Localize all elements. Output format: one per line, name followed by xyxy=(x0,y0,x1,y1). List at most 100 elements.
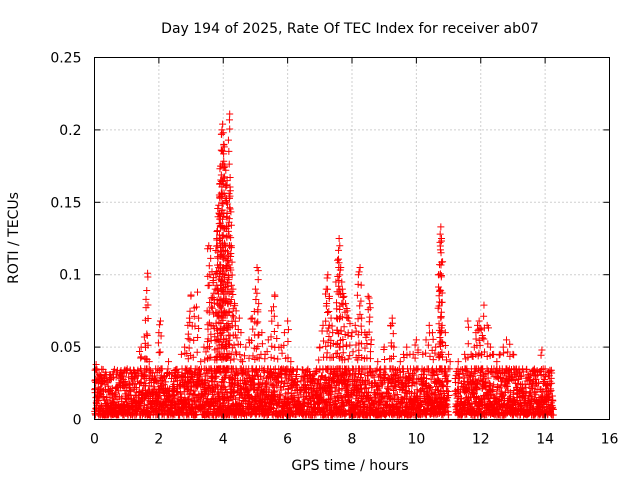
roti-point xyxy=(111,392,119,400)
roti-point xyxy=(309,375,317,383)
roti-point xyxy=(357,281,365,289)
roti-point xyxy=(184,330,192,338)
roti-point xyxy=(336,271,344,279)
roti-point xyxy=(92,365,100,373)
roti-point xyxy=(186,336,194,344)
x-tick-labels: 0 2 4 6 8 10 12 14 16 xyxy=(90,432,618,448)
roti-point xyxy=(277,392,285,400)
roti-point xyxy=(363,339,371,347)
roti-point xyxy=(195,314,203,322)
roti-point xyxy=(103,393,111,401)
roti-point xyxy=(278,349,286,357)
roti-point xyxy=(361,344,369,352)
roti-point xyxy=(187,386,195,394)
roti-point xyxy=(267,353,275,361)
roti-point xyxy=(354,315,362,323)
roti-point xyxy=(357,322,365,330)
roti-point xyxy=(480,301,488,309)
roti-point xyxy=(156,321,164,329)
roti-point xyxy=(475,317,483,325)
roti-point xyxy=(147,368,155,376)
roti-point xyxy=(366,313,374,321)
roti-point xyxy=(144,273,152,281)
roti-point xyxy=(437,314,445,322)
y-tick-label: 0.15 xyxy=(50,195,81,211)
roti-point xyxy=(108,397,116,405)
roti-point xyxy=(519,365,527,373)
roti-point xyxy=(274,355,282,363)
roti-point xyxy=(257,372,265,380)
roti-point xyxy=(436,230,444,238)
roti-point xyxy=(446,358,454,366)
roti-point xyxy=(226,332,234,340)
y-tick-label: 0.1 xyxy=(59,268,81,284)
roti-point xyxy=(480,335,488,343)
roti-point xyxy=(432,343,440,351)
roti-point xyxy=(254,371,262,379)
roti-point xyxy=(366,348,374,356)
y-tick-label: 0 xyxy=(73,413,82,429)
roti-point xyxy=(194,288,201,296)
roti-point xyxy=(270,328,278,336)
roti-point xyxy=(178,410,186,418)
roti-point xyxy=(254,276,262,284)
roti-point xyxy=(116,368,124,376)
roti-point xyxy=(344,355,352,363)
roti-point xyxy=(242,381,250,389)
roti-point xyxy=(219,120,227,128)
roti-point xyxy=(429,335,437,343)
x-tick-label: 12 xyxy=(472,432,490,448)
roti-point xyxy=(226,125,234,133)
roti-point xyxy=(437,223,445,231)
roti-point xyxy=(437,308,445,316)
roti-point xyxy=(217,130,225,138)
roti-point xyxy=(274,321,282,329)
roti-point xyxy=(347,332,355,340)
y-tick-label: 0.05 xyxy=(50,340,81,356)
roti-point xyxy=(223,182,231,190)
x-tick-label: 6 xyxy=(283,432,292,448)
roti-point xyxy=(271,292,279,300)
roti-point xyxy=(158,376,166,384)
roti-point xyxy=(224,136,232,144)
roti-point xyxy=(181,343,189,351)
roti-point xyxy=(472,335,480,343)
roti-point xyxy=(190,387,198,395)
roti-point xyxy=(143,286,151,294)
roti-point xyxy=(184,321,192,329)
roti-point xyxy=(186,307,194,315)
roti-point xyxy=(310,375,318,383)
roti-point xyxy=(207,254,215,262)
roti-point xyxy=(381,355,389,363)
roti-point xyxy=(335,235,343,242)
roti-point xyxy=(464,340,472,348)
roti-point xyxy=(277,386,285,394)
roti-point xyxy=(197,370,205,378)
x-tick-label: 14 xyxy=(536,432,554,448)
roti-point xyxy=(366,355,374,363)
y-tick-labels: 00.050.10.150.20.25 xyxy=(50,51,81,429)
roti-point xyxy=(289,366,297,374)
roti-point xyxy=(205,262,213,270)
roti-point xyxy=(203,377,211,385)
roti-point xyxy=(349,348,357,356)
y-tick-label: 0.2 xyxy=(59,123,81,139)
roti-point xyxy=(239,358,247,366)
roti-point xyxy=(496,350,504,358)
roti-point xyxy=(254,267,262,275)
x-tick-label: 10 xyxy=(407,432,425,448)
roti-point xyxy=(187,292,195,300)
roti-point xyxy=(284,317,292,325)
roti-point xyxy=(104,382,112,390)
roti-point xyxy=(323,274,331,282)
roti-point xyxy=(237,356,245,364)
roti-point xyxy=(464,323,472,331)
roti-point xyxy=(111,391,119,399)
roti-point xyxy=(324,271,332,279)
roti-point xyxy=(132,384,140,391)
x-tick-label: 8 xyxy=(348,432,357,448)
x-tick-label: 4 xyxy=(219,432,228,448)
roti-point xyxy=(503,336,510,344)
roti-point xyxy=(356,302,364,310)
